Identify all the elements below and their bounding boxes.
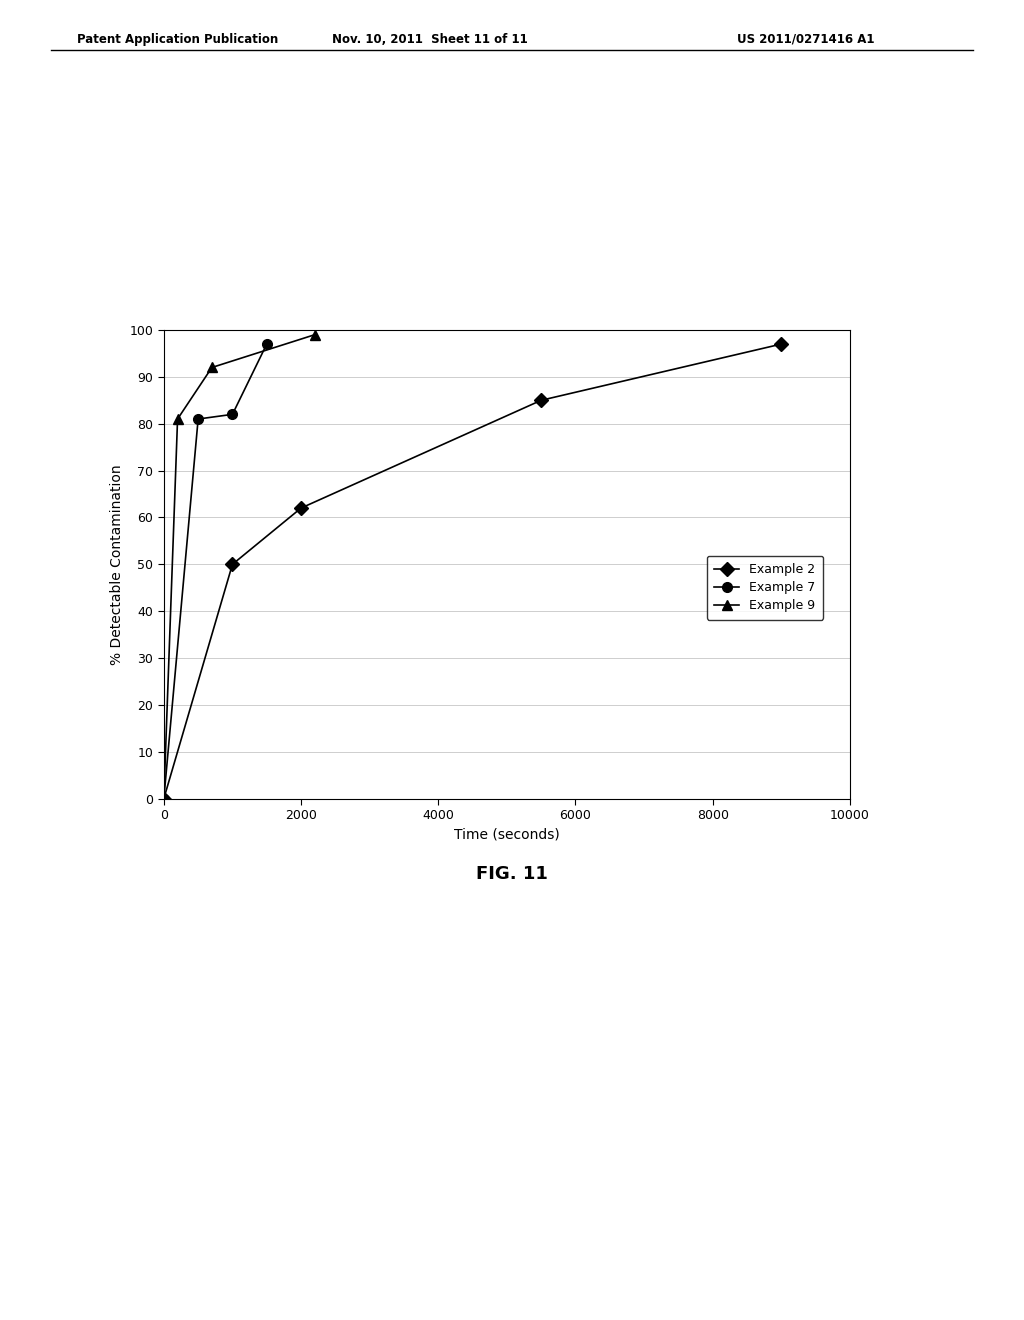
Example 7 [158,791,170,807]
Example 7 [260,337,272,352]
Example 9 [171,411,183,426]
Example 2 [535,392,547,408]
Text: US 2011/0271416 A1: US 2011/0271416 A1 [737,33,874,46]
Example 7 [193,411,205,426]
Example 9 [308,327,321,343]
Example 9 [206,359,218,375]
Legend: Example 2, Example 7, Example 9: Example 2, Example 7, Example 9 [707,556,823,619]
Line: Example 9: Example 9 [159,330,319,804]
Text: Patent Application Publication: Patent Application Publication [77,33,279,46]
Text: FIG. 11: FIG. 11 [476,865,548,883]
Line: Example 7: Example 7 [159,339,271,804]
Example 2 [226,557,239,573]
Y-axis label: % Detectable Contamination: % Detectable Contamination [110,465,124,664]
Example 2 [295,500,307,516]
Line: Example 2: Example 2 [159,339,786,804]
X-axis label: Time (seconds): Time (seconds) [454,828,560,842]
Example 7 [226,407,239,422]
Example 2 [158,791,170,807]
Example 9 [158,791,170,807]
Example 2 [775,337,787,352]
Text: Nov. 10, 2011  Sheet 11 of 11: Nov. 10, 2011 Sheet 11 of 11 [332,33,528,46]
